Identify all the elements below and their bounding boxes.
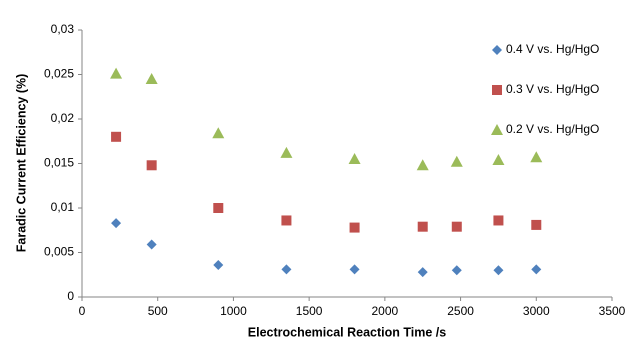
marker bbox=[110, 67, 123, 79]
legend-label: 0.3 V vs. Hg/HgO bbox=[506, 82, 599, 96]
marker bbox=[349, 264, 360, 275]
marker bbox=[531, 264, 542, 275]
marker bbox=[493, 265, 504, 276]
legend-label: 0.4 V vs. Hg/HgO bbox=[506, 42, 599, 56]
marker bbox=[416, 159, 429, 171]
marker bbox=[146, 160, 157, 171]
marker bbox=[280, 146, 293, 158]
y-tick-label: 0,03 bbox=[51, 22, 75, 36]
marker bbox=[417, 221, 428, 232]
marker bbox=[450, 155, 463, 167]
marker bbox=[348, 153, 361, 165]
x-tick-label: 1000 bbox=[220, 304, 247, 318]
marker bbox=[212, 127, 225, 139]
x-tick-label: 1500 bbox=[296, 304, 323, 318]
y-tick-label: 0 bbox=[67, 289, 74, 303]
x-tick-label: 3000 bbox=[523, 304, 550, 318]
marker bbox=[213, 259, 224, 270]
x-tick-label: 500 bbox=[148, 304, 168, 318]
marker bbox=[492, 153, 505, 165]
y-tick-label: 0,02 bbox=[51, 111, 75, 125]
y-tick-label: 0,01 bbox=[51, 200, 75, 214]
marker bbox=[451, 221, 462, 232]
legend-label: 0.2 V vs. Hg/HgO bbox=[506, 122, 599, 136]
y-axis-title: Faradic Current Efficiency (%) bbox=[14, 74, 28, 253]
x-tick-label: 2000 bbox=[372, 304, 399, 318]
y-tick-label: 0,015 bbox=[44, 156, 74, 170]
marker bbox=[417, 267, 428, 278]
x-tick-label: 0 bbox=[79, 304, 86, 318]
marker bbox=[451, 265, 462, 276]
x-tick-label: 2500 bbox=[447, 304, 474, 318]
legend-marker bbox=[492, 45, 502, 55]
y-tick-label: 0,025 bbox=[44, 67, 74, 81]
x-axis-title: Electrochemical Reaction Time /s bbox=[248, 325, 447, 339]
legend-marker bbox=[491, 124, 503, 135]
marker bbox=[281, 215, 292, 226]
marker bbox=[349, 222, 360, 233]
marker bbox=[493, 215, 504, 226]
y-tick-label: 0,005 bbox=[44, 245, 74, 259]
marker bbox=[531, 219, 542, 230]
marker bbox=[281, 264, 292, 275]
x-tick-label: 3500 bbox=[599, 304, 626, 318]
marker bbox=[145, 72, 158, 84]
marker bbox=[530, 151, 543, 163]
marker bbox=[213, 203, 224, 213]
marker bbox=[111, 218, 122, 229]
marker bbox=[146, 239, 157, 250]
marker bbox=[111, 131, 122, 142]
legend-marker bbox=[492, 85, 502, 95]
